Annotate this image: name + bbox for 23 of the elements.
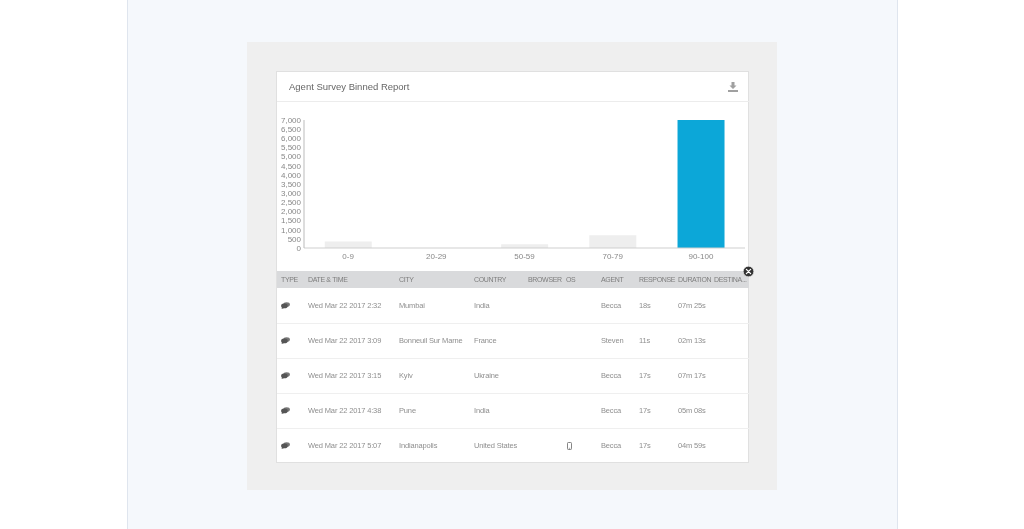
x-tick-label: 20-29 [426,251,448,261]
x-tick-label: 70-79 [602,251,624,261]
y-tick-label: 1,000 [280,225,302,235]
y-tick-label: 3,500 [280,179,302,189]
y-tick-label: 3,000 [280,188,302,198]
y-tick-label: 6,000 [280,134,302,144]
bar [677,120,725,248]
x-tick-label: 0-9 [342,251,355,261]
y-tick-label: 0 [296,243,302,253]
bar [589,235,637,248]
y-tick-label: 4,000 [280,170,302,180]
y-tick-label: 4,500 [280,161,302,171]
x-tick-label: 50-59 [514,251,536,261]
y-tick-label: 6,500 [280,124,302,134]
x-tick-label: 90-100 [688,251,714,261]
y-tick-label: 7,000 [280,115,302,125]
y-tick-label: 2,000 [280,207,302,217]
chart-title: Agent Survey Binned Report [289,80,410,94]
y-tick-label: 2,500 [280,198,302,208]
y-tick-label: 1,500 [280,216,302,226]
y-tick-label: 5,000 [280,152,302,162]
y-tick-label: 500 [287,234,302,244]
y-tick-label: 5,500 [280,143,302,153]
